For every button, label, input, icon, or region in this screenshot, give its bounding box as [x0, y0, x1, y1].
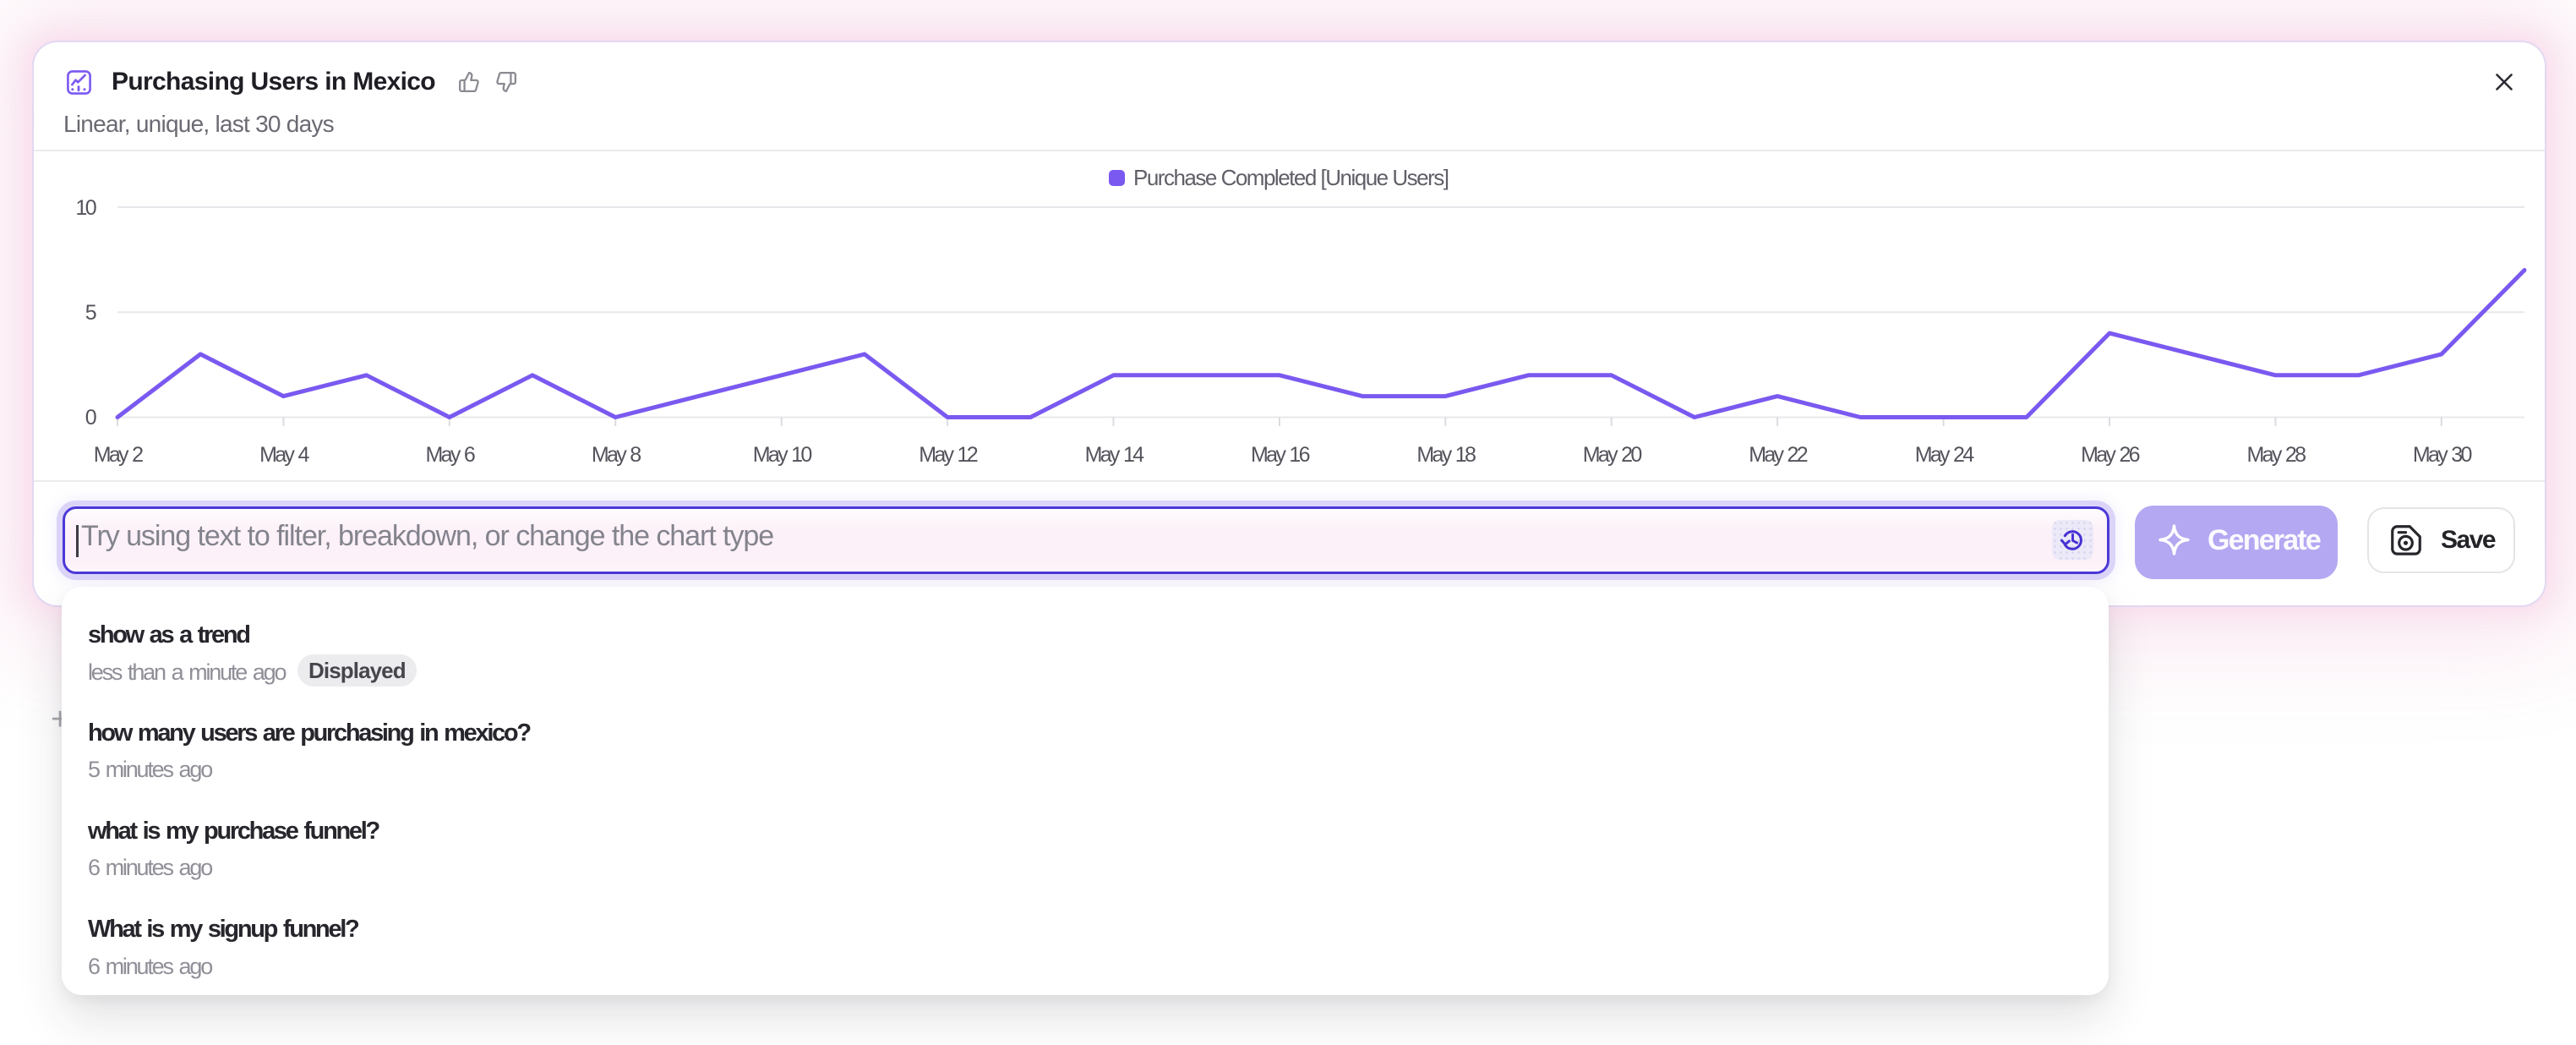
svg-text:May 20: May 20	[1583, 443, 1642, 467]
svg-text:May 6: May 6	[426, 443, 475, 467]
svg-text:May 28: May 28	[2247, 443, 2306, 467]
svg-text:May 26: May 26	[2081, 443, 2140, 467]
svg-text:Purchase Completed [Unique Use: Purchase Completed [Unique Users]	[1133, 165, 1449, 190]
svg-text:May 24: May 24	[1915, 443, 1975, 467]
svg-text:May 18: May 18	[1416, 443, 1476, 467]
svg-text:May 10: May 10	[753, 443, 812, 467]
svg-text:May 2: May 2	[94, 443, 143, 467]
svg-text:May 22: May 22	[1749, 443, 1808, 467]
svg-text:May 14: May 14	[1085, 443, 1145, 467]
svg-text:May 12: May 12	[919, 443, 978, 467]
svg-text:May 8: May 8	[592, 443, 641, 467]
svg-text:May 16: May 16	[1251, 443, 1310, 467]
svg-text:May 4: May 4	[259, 443, 309, 467]
svg-text:0: 0	[85, 406, 96, 429]
svg-text:10: 10	[75, 196, 96, 220]
svg-text:5: 5	[85, 301, 96, 325]
svg-text:May 30: May 30	[2413, 443, 2472, 467]
